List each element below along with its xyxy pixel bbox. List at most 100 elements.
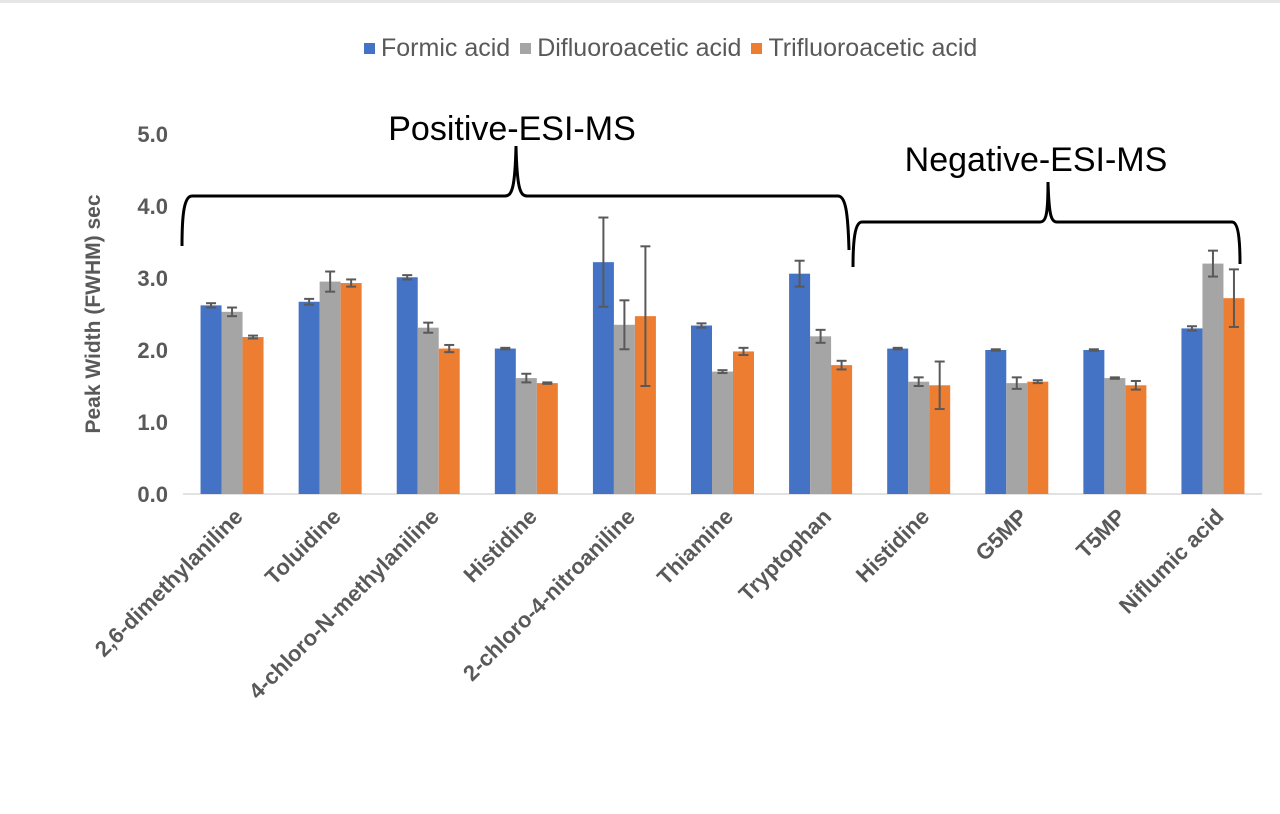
bar-trifluoroacetic-acid-2 [438, 348, 460, 494]
bar-trifluoroacetic-acid-1 [340, 283, 362, 494]
error-bar [1109, 376, 1120, 380]
error-bar [1130, 379, 1141, 391]
legend: Formic acid Difluoroacetic acid Trifluor… [364, 34, 987, 63]
error-bar [304, 297, 315, 306]
error-bar [1088, 348, 1099, 352]
bar-formic-acid-4 [592, 262, 614, 494]
y-tick-label: 3.0 [137, 266, 168, 291]
error-bar [598, 216, 609, 308]
y-tick-label: 1.0 [137, 410, 168, 435]
bar-difluoroacetic-acid-5 [712, 371, 733, 494]
x-tick-label: Toluidine [260, 504, 346, 590]
x-tick-label: 2,6-dimethylaniline [90, 504, 248, 662]
error-bar [934, 360, 945, 411]
y-tick-label: 2.0 [137, 338, 168, 363]
error-bar [1011, 376, 1022, 390]
x-tick-label: Histidine [851, 504, 934, 587]
bar-formic-acid-5 [691, 325, 712, 494]
x-tick-label: 2-chloro-4-nitroaniline [458, 504, 640, 686]
error-bar [640, 245, 651, 387]
error-bar [619, 299, 630, 351]
error-bar [717, 369, 728, 375]
bar-difluoroacetic-acid-7 [908, 381, 930, 494]
bar-trifluoroacetic-acid-7 [929, 385, 951, 494]
error-bar [738, 346, 749, 357]
error-bar [500, 346, 511, 351]
error-bar [794, 259, 805, 288]
x-tick-label: Tryptophan [734, 504, 836, 606]
error-bar [206, 302, 217, 309]
x-tick-label: Niflumic acid [1114, 504, 1228, 618]
y-tick-label: 0.0 [137, 482, 168, 507]
x-tick-label: Thiamine [652, 504, 738, 590]
bar-formic-acid-0 [200, 305, 222, 494]
bar-formic-acid-10 [1181, 328, 1203, 494]
y-axis-label-group: Peak Width (FWHM) sec [82, 194, 105, 433]
bar-formic-acid-6 [789, 273, 811, 494]
legend-swatch-trifluoroacetic-acid [751, 43, 763, 54]
error-bar [521, 372, 532, 384]
legend-item-difluoroacetic-acid: Difluoroacetic acid [520, 34, 741, 63]
bar-difluoroacetic-acid-4 [613, 324, 635, 494]
bar-difluoroacetic-acid-10 [1202, 263, 1224, 494]
error-bar [990, 348, 1001, 352]
error-bar [325, 270, 336, 293]
bar-trifluoroacetic-acid-4 [634, 316, 656, 494]
error-bar [696, 322, 707, 329]
bar-difluoroacetic-acid-3 [515, 378, 537, 494]
legend-label-difluoroacetic-acid: Difluoroacetic acid [537, 34, 742, 62]
legend-label-trifluoroacetic-acid: Trifluoroacetic acid [768, 34, 978, 62]
bar-trifluoroacetic-acid-5 [733, 351, 754, 494]
error-bar [1228, 268, 1239, 328]
error-bar [402, 274, 413, 281]
bar-trifluoroacetic-acid-0 [242, 337, 264, 494]
error-bar [913, 376, 924, 387]
y-ticks: 0.0 1.0 2.0 3.0 4.0 5.0 [137, 122, 168, 507]
x-tick-label: 4-chloro-N-methylaniline [244, 504, 444, 704]
top-border [0, 0, 1280, 3]
error-bar [1207, 249, 1218, 278]
error-bar [892, 346, 903, 351]
y-axis-label: Peak Width (FWHM) sec [82, 194, 105, 433]
x-tick-labels: 2,6-dimethylaniline Toluidine4-chloro-N-m… [90, 504, 1229, 704]
bar-formic-acid-3 [494, 348, 516, 494]
error-bars [206, 216, 1239, 411]
bar-trifluoroacetic-acid-8 [1027, 381, 1049, 494]
bar-formic-acid-1 [298, 301, 320, 494]
bar-difluoroacetic-acid-9 [1104, 378, 1126, 494]
error-bar [248, 334, 259, 340]
error-bar [346, 278, 357, 288]
error-bar [542, 381, 553, 385]
bar-trifluoroacetic-acid-6 [831, 365, 853, 494]
legend-swatch-formic-acid [364, 43, 375, 54]
bar-trifluoroacetic-acid-3 [536, 383, 558, 494]
bar-formic-acid-2 [396, 277, 418, 494]
legend-swatch-difluoroacetic-acid [520, 43, 532, 54]
bar-difluoroacetic-acid-2 [417, 327, 439, 494]
positive-brace [180, 145, 851, 251]
error-bar [1032, 379, 1043, 385]
bar-formic-acid-8 [985, 350, 1007, 494]
negative-brace [851, 181, 1242, 268]
x-tick-label: T5MP [1071, 504, 1130, 563]
error-bar [836, 359, 847, 371]
x-tick-label: G5MP [971, 504, 1033, 566]
error-bar [444, 343, 455, 354]
bar-trifluoroacetic-acid-9 [1125, 385, 1147, 494]
legend-item-trifluoroacetic-acid: Trifluoroacetic acid [751, 34, 977, 63]
y-tick-label: 4.0 [137, 194, 168, 219]
x-tick-label: Histidine [458, 504, 541, 587]
bar-trifluoroacetic-acid-10 [1223, 298, 1245, 494]
error-bar [227, 306, 238, 318]
bar-formic-acid-9 [1083, 350, 1105, 494]
positive-esi-ms-label: Positive-ESI-MS [388, 110, 636, 148]
bars [200, 262, 1245, 494]
legend-label-formic-acid: Formic acid [381, 34, 511, 62]
bar-difluoroacetic-acid-6 [810, 336, 832, 494]
bar-difluoroacetic-acid-1 [319, 281, 341, 494]
legend-item-formic-acid: Formic acid [364, 34, 510, 63]
negative-esi-ms-label: Negative-ESI-MS [905, 141, 1168, 179]
error-bar [815, 328, 826, 344]
error-bar [1186, 325, 1197, 332]
